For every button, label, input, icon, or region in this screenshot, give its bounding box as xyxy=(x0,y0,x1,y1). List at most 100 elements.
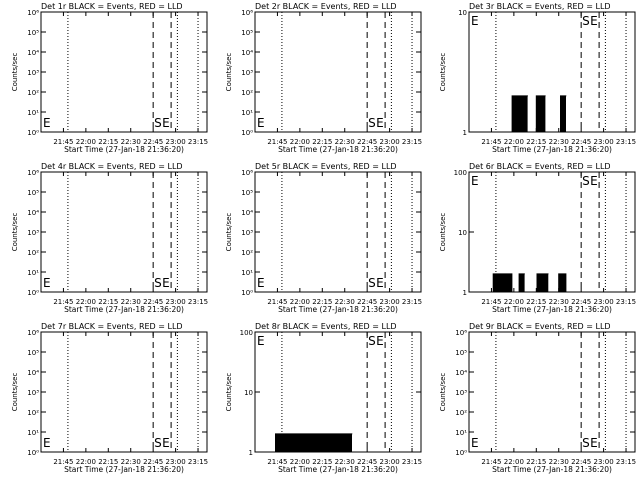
x-axis-label: Start Time (27-Jan-18 21:36:20) xyxy=(64,305,184,314)
event-trace xyxy=(511,95,528,133)
x-axis-label: Start Time (27-Jan-18 21:36:20) xyxy=(64,145,184,154)
y-tick-label: 10⁰ xyxy=(455,449,467,457)
y-tick-label: 10⁵ xyxy=(241,189,253,197)
plot-frame xyxy=(254,171,422,293)
y-tick-label: 10² xyxy=(27,89,39,97)
y-tick-label: 10⁰ xyxy=(241,129,253,137)
marker-e-left: E xyxy=(43,116,51,130)
x-axis-label: Start Time (27-Jan-18 21:36:20) xyxy=(492,145,612,154)
y-tick-label: 10⁵ xyxy=(27,189,39,197)
x-tick-label: 22:45 xyxy=(571,138,591,146)
y-tick-label: 10⁴ xyxy=(27,369,39,377)
x-tick-label: 23:15 xyxy=(188,138,208,146)
y-axis-label: Counts/sec xyxy=(225,373,233,412)
x-tick-label: 23:15 xyxy=(402,298,422,306)
x-tick-label: 22:30 xyxy=(335,138,355,146)
x-tick-label: 22:15 xyxy=(526,458,546,466)
y-tick-label: 10⁴ xyxy=(455,369,467,377)
x-tick-label: 22:15 xyxy=(312,458,332,466)
x-tick-label: 22:30 xyxy=(121,298,141,306)
y-tick-label: 10 xyxy=(244,389,253,397)
y-tick-label: 10⁵ xyxy=(27,29,39,37)
x-tick-label: 23:15 xyxy=(402,458,422,466)
event-trace xyxy=(492,273,513,293)
marker-e: E xyxy=(162,436,170,450)
marker-e-left: E xyxy=(43,436,51,450)
x-tick-label: 22:15 xyxy=(312,138,332,146)
x-tick-label: 22:45 xyxy=(357,138,377,146)
x-tick-label: 22:30 xyxy=(121,138,141,146)
x-tick-label: 22:45 xyxy=(143,298,163,306)
x-tick-label: 23:15 xyxy=(616,138,636,146)
y-axis-label: Counts/sec xyxy=(11,373,19,412)
x-axis-label: Start Time (27-Jan-18 21:36:20) xyxy=(278,305,398,314)
event-trace xyxy=(536,273,549,293)
y-tick-label: 10¹ xyxy=(27,429,39,437)
plot-frame xyxy=(40,171,208,293)
x-axis-label: Start Time (27-Jan-18 21:36:20) xyxy=(64,465,184,474)
x-tick-label: 22:00 xyxy=(504,298,524,306)
x-tick-label: 22:30 xyxy=(335,458,355,466)
x-tick-label: 22:00 xyxy=(290,458,310,466)
x-tick-label: 22:15 xyxy=(98,298,118,306)
marker-e-left: E xyxy=(257,116,265,130)
y-tick-label: 10³ xyxy=(241,69,253,77)
marker-e-left: E xyxy=(257,334,265,348)
panel-title: Det 6r BLACK = Events, RED = LLD xyxy=(469,162,611,171)
x-tick-label: 23:00 xyxy=(594,458,614,466)
y-tick-label: 10² xyxy=(27,409,39,417)
x-tick-label: 23:00 xyxy=(166,298,186,306)
x-tick-label: 21:45 xyxy=(267,138,287,146)
x-tick-label: 23:00 xyxy=(166,138,186,146)
y-tick-label: 10² xyxy=(455,409,467,417)
x-tick-label: 23:00 xyxy=(166,458,186,466)
x-tick-label: 23:00 xyxy=(380,138,400,146)
x-tick-label: 22:00 xyxy=(290,298,310,306)
x-tick-label: 21:45 xyxy=(481,138,501,146)
y-tick-label: 10¹ xyxy=(241,269,253,277)
marker-e: E xyxy=(162,276,170,290)
x-tick-label: 22:30 xyxy=(335,298,355,306)
marker-s: S xyxy=(368,334,376,348)
y-axis-label: Counts/sec xyxy=(225,213,233,252)
x-tick-label: 21:45 xyxy=(481,458,501,466)
x-tick-label: 23:15 xyxy=(616,298,636,306)
y-tick-label: 10¹ xyxy=(455,429,467,437)
y-tick-label: 10⁰ xyxy=(27,449,39,457)
x-tick-label: 23:00 xyxy=(594,138,614,146)
marker-e: E xyxy=(590,436,598,450)
y-axis-label: Counts/sec xyxy=(225,53,233,92)
marker-s: S xyxy=(582,436,590,450)
x-tick-label: 23:15 xyxy=(188,458,208,466)
y-tick-label: 10² xyxy=(27,249,39,257)
x-tick-label: 22:15 xyxy=(98,138,118,146)
y-tick-label: 10 xyxy=(458,9,467,17)
y-tick-label: 10⁴ xyxy=(27,49,39,57)
y-axis-label: Counts/sec xyxy=(11,53,19,92)
x-tick-label: 22:00 xyxy=(76,298,96,306)
plot-frame xyxy=(468,331,636,453)
y-tick-label: 10³ xyxy=(241,229,253,237)
x-axis-label: Start Time (27-Jan-18 21:36:20) xyxy=(278,145,398,154)
y-tick-label: 10⁴ xyxy=(241,209,253,217)
marker-e-left: E xyxy=(43,276,51,290)
y-tick-label: 10³ xyxy=(455,389,467,397)
y-tick-label: 10⁴ xyxy=(27,209,39,217)
y-tick-label: 10⁶ xyxy=(27,9,39,17)
x-tick-label: 23:15 xyxy=(616,458,636,466)
event-trace xyxy=(558,273,567,293)
event-trace xyxy=(518,273,525,293)
y-tick-label: 10⁰ xyxy=(27,289,39,297)
x-tick-label: 21:45 xyxy=(481,298,501,306)
y-tick-label: 10⁴ xyxy=(241,49,253,57)
marker-e: E xyxy=(162,116,170,130)
marker-e-left: E xyxy=(471,14,479,28)
event-trace xyxy=(560,95,567,133)
x-tick-label: 22:00 xyxy=(290,138,310,146)
x-tick-label: 21:45 xyxy=(53,298,73,306)
panel-title: Det 7r BLACK = Events, RED = LLD xyxy=(41,322,183,331)
